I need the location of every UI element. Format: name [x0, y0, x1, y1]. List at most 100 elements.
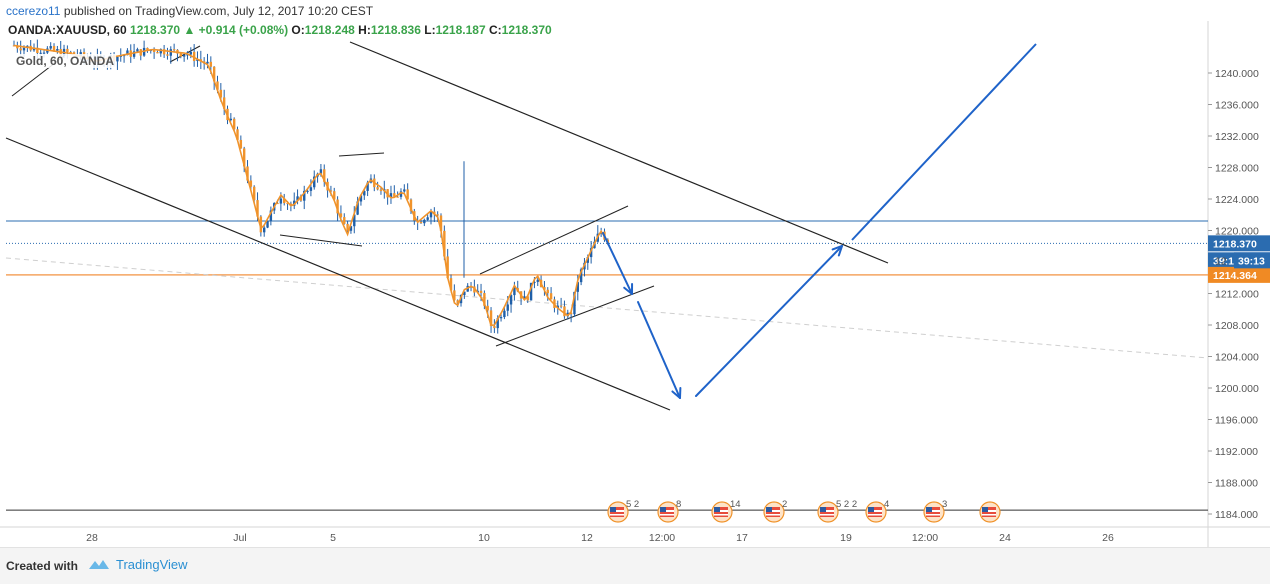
- y-tick-label: 1228.000: [1215, 163, 1259, 175]
- publish-bar: ccerezo11 published on TradingView.com, …: [0, 0, 1270, 21]
- candle-body: [49, 46, 51, 48]
- publish-text: published on TradingView.com, July 12, 2…: [64, 4, 373, 18]
- y-tick-label: 1240.000: [1215, 68, 1259, 80]
- last-price-tag-label: 1218.370: [1213, 238, 1257, 250]
- countdown-overlay: 39:13: [1234, 252, 1270, 268]
- symbol-label: OANDA:XAUUSD, 60: [8, 23, 127, 37]
- candle-body: [500, 317, 502, 318]
- x-tick-label: 28: [86, 532, 98, 544]
- candle-body: [503, 311, 505, 317]
- candle-body: [136, 49, 138, 51]
- candle-body: [396, 197, 398, 198]
- candle-body: [183, 55, 185, 57]
- candle-body: [547, 290, 549, 293]
- y-tick-label: 1188.000: [1215, 478, 1258, 490]
- candle-body: [310, 187, 312, 191]
- candle-body: [480, 291, 482, 293]
- y-tick-label: 1212.000: [1215, 289, 1259, 301]
- event-count-label: 5 2: [626, 499, 639, 510]
- candle-body: [403, 189, 405, 191]
- candle-body: [560, 306, 562, 307]
- publish-info: ccerezo11 published on TradingView.com, …: [6, 4, 373, 18]
- candle-body: [66, 49, 68, 52]
- x-tick-label: 12:00: [912, 532, 938, 544]
- ohlc-readout: OANDA:XAUUSD, 60 1218.370 ▲ +0.914 (+0.0…: [8, 23, 552, 37]
- candle-body: [180, 54, 182, 57]
- y-tick-label: 1184.000: [1215, 509, 1258, 521]
- candle-body: [173, 49, 175, 50]
- last-price: 1218.370: [130, 23, 180, 37]
- high-value: 1218.836: [371, 23, 421, 37]
- author-link[interactable]: ccerezo11: [6, 4, 60, 18]
- x-tick-label: Jul: [233, 532, 246, 544]
- last-price-tag: 1218.370: [1208, 235, 1270, 251]
- candle-body: [53, 46, 55, 51]
- created-with-label: Created with: [6, 559, 78, 573]
- chart-background: [0, 0, 1270, 547]
- candle-body: [166, 54, 168, 55]
- candle-body: [493, 326, 495, 328]
- open-label: O:: [291, 23, 304, 37]
- y-tick-label: 1196.000: [1215, 415, 1258, 427]
- x-tick-label: 5: [330, 532, 336, 544]
- y-tick-label: 1232.000: [1215, 131, 1259, 143]
- y-tick-label: 1200.000: [1215, 383, 1259, 395]
- event-count-label: 4: [884, 499, 889, 510]
- open-value: 1218.248: [305, 23, 355, 37]
- candle-body: [56, 49, 58, 51]
- price-chart[interactable]: 1240.000 1236.000 1232.000 1228.000 1224.000…: [0, 0, 1270, 547]
- candle-body: [116, 57, 118, 62]
- y-tick-label: 1204.000: [1215, 352, 1259, 364]
- candle-body: [19, 48, 21, 50]
- x-tick-label: 17: [736, 532, 748, 544]
- close-label: C:: [489, 23, 502, 37]
- candle-body: [423, 220, 425, 223]
- countdown-value: 39:13: [1238, 255, 1265, 267]
- candle-body: [507, 304, 509, 310]
- footer: Created with TradingView: [0, 547, 1270, 584]
- tradingview-brand-text: TradingView: [116, 557, 188, 572]
- y-tick-label: 1236.000: [1215, 100, 1259, 112]
- event-count-label: 2: [782, 499, 787, 510]
- change-value: +0.914 (+0.08%): [199, 23, 288, 37]
- candle-body: [343, 217, 345, 224]
- candle-body: [537, 280, 539, 282]
- candle-body: [263, 228, 265, 233]
- low-value: 1218.187: [436, 23, 486, 37]
- y-tick-label: 1192.000: [1215, 446, 1258, 458]
- up-arrow-icon: ▲: [183, 23, 195, 37]
- x-tick-label: 26: [1102, 532, 1114, 544]
- candle-body: [210, 62, 212, 67]
- us-flag-event-icon[interactable]: [980, 502, 1000, 522]
- x-tick-label: 10: [478, 532, 490, 544]
- candle-body: [170, 49, 172, 56]
- event-count-label: 3: [942, 499, 947, 510]
- x-tick-label: 19: [840, 532, 852, 544]
- candle-body: [190, 52, 192, 55]
- orange-level-tag-label: 1214.364: [1213, 270, 1257, 282]
- candle-body: [156, 52, 158, 53]
- candle-body: [563, 306, 565, 316]
- y-tick-label: 1208.000: [1215, 320, 1259, 332]
- candle-body: [380, 190, 382, 192]
- tradingview-brand[interactable]: TradingView: [88, 557, 188, 572]
- candle-body: [23, 48, 25, 51]
- candle-body: [550, 293, 552, 299]
- close-value: 1218.370: [502, 23, 552, 37]
- hidden-tick-label: 12: [1215, 255, 1227, 267]
- candle-body: [420, 222, 422, 223]
- y-tick-label: 1224.000: [1215, 194, 1259, 206]
- x-tick-label: 12:00: [649, 532, 675, 544]
- high-label: H:: [358, 23, 371, 37]
- candle-body: [510, 295, 512, 304]
- tradingview-logo-icon: [88, 558, 110, 570]
- event-count-label: 14: [730, 499, 741, 510]
- x-tick-label: 12: [581, 532, 593, 544]
- event-count-label: 5 2 2: [836, 499, 857, 510]
- event-count-label: 8: [676, 499, 681, 510]
- candle-body: [280, 199, 282, 204]
- orange-level-tag: 1214.364: [1208, 267, 1270, 283]
- low-label: L:: [424, 23, 435, 37]
- x-tick-label: 24: [999, 532, 1011, 544]
- series-legend: Gold, 60, OANDA: [14, 54, 116, 68]
